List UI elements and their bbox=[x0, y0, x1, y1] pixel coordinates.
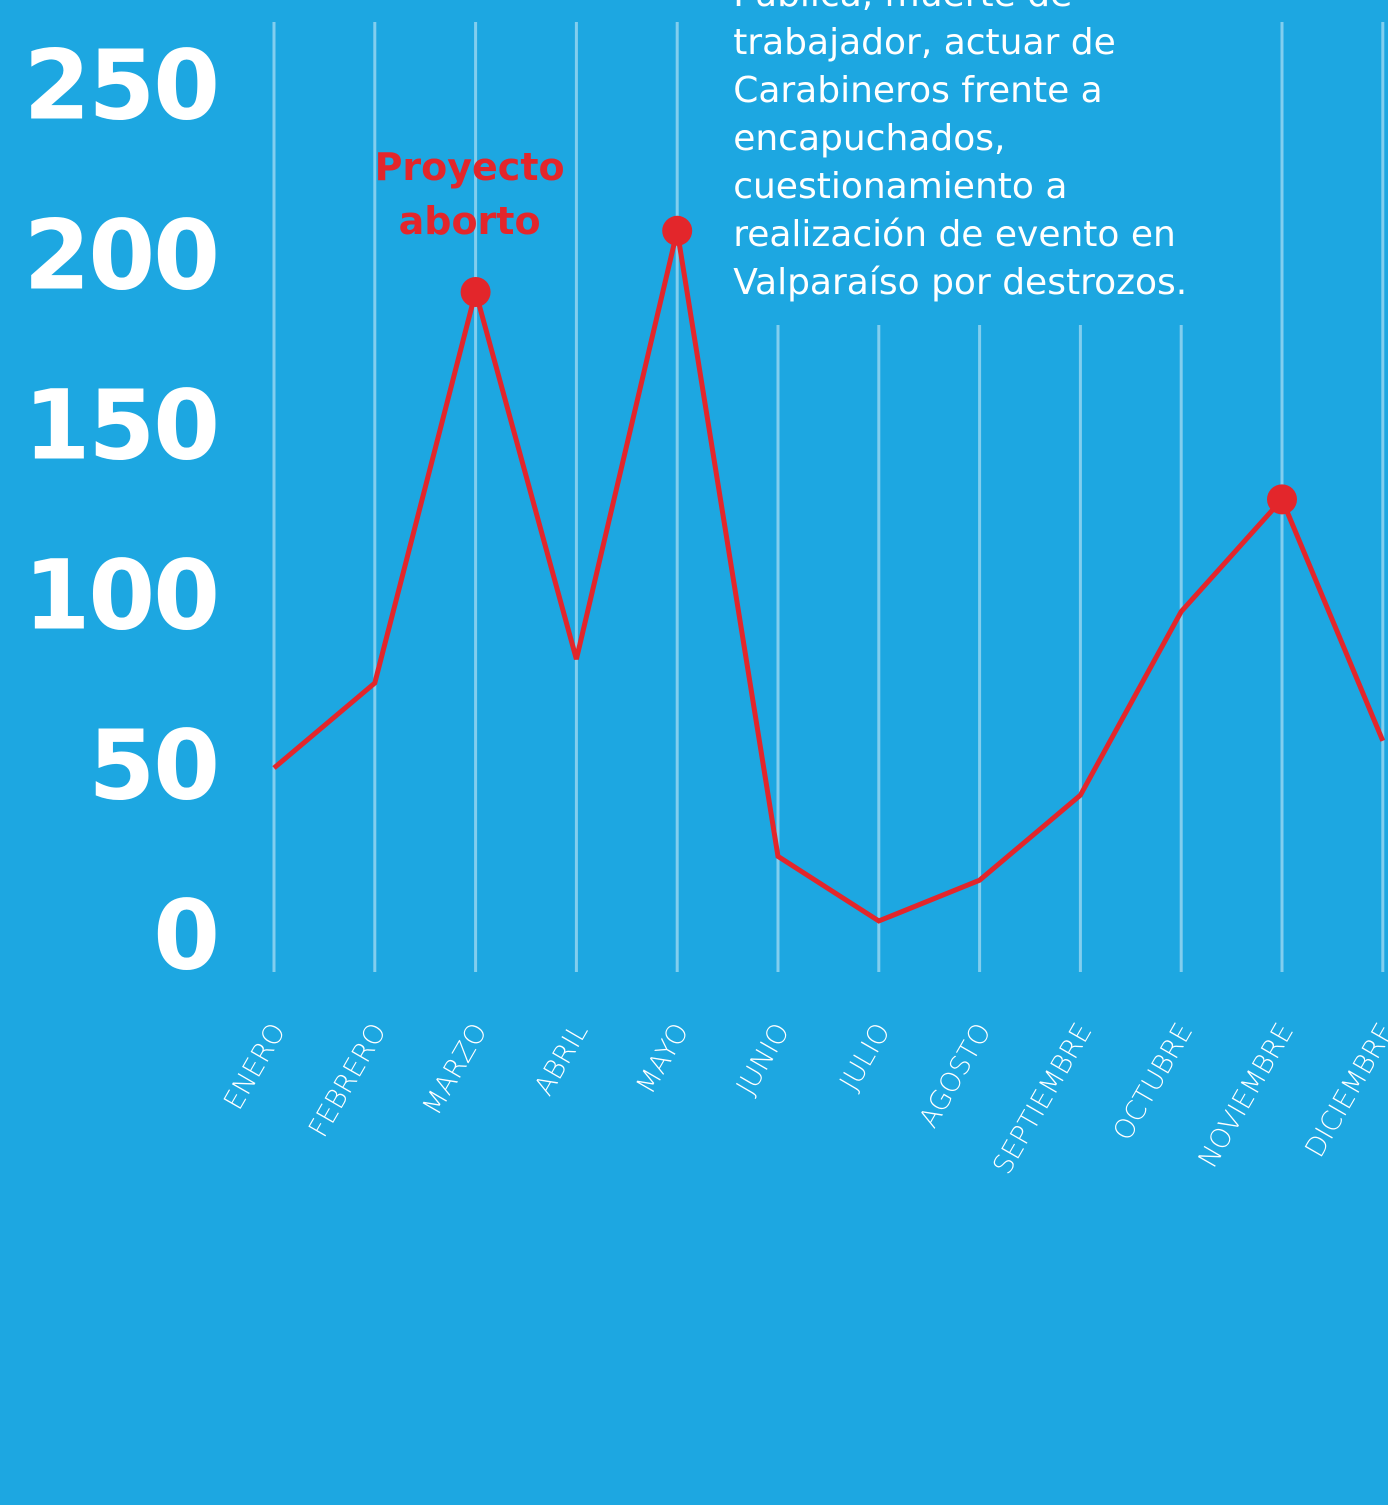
annotation: Valparaíso por destrozos. bbox=[733, 262, 1187, 303]
x-tick-label: DICIEMBRE bbox=[1299, 1018, 1388, 1163]
x-tick-label: MARZO bbox=[417, 1018, 494, 1120]
x-tick-label: JUNIO bbox=[731, 1018, 796, 1100]
x-tick-label: AGOSTO bbox=[913, 1018, 997, 1133]
x-tick-label: NOVIEMBRE bbox=[1193, 1018, 1300, 1173]
y-tick-label: 0 bbox=[153, 879, 218, 991]
annotation: Proyecto bbox=[375, 145, 565, 189]
x-tick-label: SEPTIEMBRE bbox=[987, 1018, 1098, 1180]
annotation: cuestionamiento a bbox=[733, 166, 1067, 207]
x-tick-label: FEBRERO bbox=[303, 1018, 393, 1143]
annotation: Carabineros frente a bbox=[733, 70, 1103, 111]
annotation: aborto bbox=[399, 199, 541, 243]
x-tick-label: JULIO bbox=[834, 1018, 897, 1096]
y-tick-label: 100 bbox=[24, 539, 218, 651]
y-tick-label: 150 bbox=[24, 369, 218, 481]
x-tick-label: ABRIL bbox=[529, 1018, 595, 1101]
annotation: encapuchados, bbox=[733, 118, 1005, 159]
marker bbox=[460, 277, 491, 307]
x-tick-label: OCTUBRE bbox=[1107, 1018, 1199, 1146]
marker bbox=[1267, 484, 1297, 515]
data-line bbox=[272, 230, 1386, 924]
marker bbox=[662, 215, 693, 246]
y-tick-label: 200 bbox=[24, 199, 218, 311]
annotation: trabajador, actuar de bbox=[733, 22, 1116, 63]
annotation: realización de evento en bbox=[733, 214, 1176, 255]
x-tick-label: MAYO bbox=[630, 1018, 695, 1099]
annotation: Pública, muerte de bbox=[733, 0, 1072, 15]
y-tick-label: 250 bbox=[24, 29, 218, 141]
y-tick-label: 50 bbox=[88, 709, 218, 821]
x-tick-label: ENERO bbox=[218, 1018, 292, 1115]
